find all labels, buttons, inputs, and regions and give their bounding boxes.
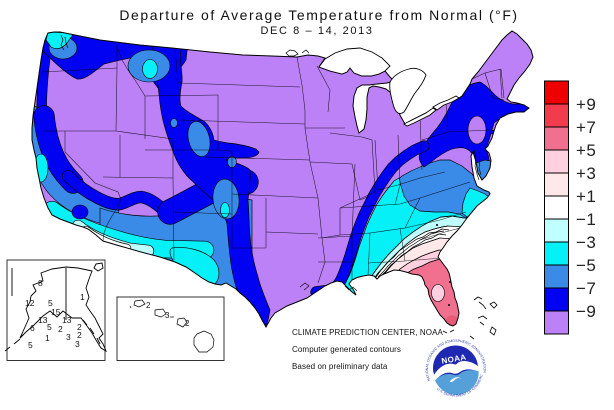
svg-text:3: 3 xyxy=(66,332,71,342)
svg-text:+7: +7 xyxy=(576,118,596,137)
svg-text:5: 5 xyxy=(28,340,33,350)
svg-text:13: 13 xyxy=(38,315,48,325)
svg-text:5: 5 xyxy=(48,298,53,308)
svg-text:−3: −3 xyxy=(576,233,596,252)
svg-text:+3: +3 xyxy=(576,164,596,183)
svg-text:3: 3 xyxy=(75,339,80,349)
svg-text:3: 3 xyxy=(165,311,170,320)
svg-text:2: 2 xyxy=(77,330,82,340)
svg-text:−7: −7 xyxy=(576,279,596,298)
svg-text:NOAA: NOAA xyxy=(441,353,467,366)
svg-text:1: 1 xyxy=(80,292,85,302)
svg-text:2: 2 xyxy=(146,301,151,310)
svg-text:−5: −5 xyxy=(576,256,596,275)
svg-text:+1: +1 xyxy=(576,187,596,206)
svg-text:CLIMATE PREDICTION CENTER, NOA: CLIMATE PREDICTION CENTER, NOAA xyxy=(292,328,444,337)
svg-text:1: 1 xyxy=(45,333,50,343)
svg-text:12: 12 xyxy=(25,298,35,308)
svg-text:5: 5 xyxy=(47,322,52,332)
svg-text:−9: −9 xyxy=(576,302,596,321)
svg-text:2: 2 xyxy=(185,319,190,328)
svg-text:15: 15 xyxy=(51,307,61,317)
svg-text:+9: +9 xyxy=(576,95,596,114)
svg-text:−1: −1 xyxy=(576,210,596,229)
svg-text:2: 2 xyxy=(58,324,63,334)
svg-text:DEC 8 – 14, 2013: DEC 8 – 14, 2013 xyxy=(260,25,373,37)
svg-text:6: 6 xyxy=(30,323,35,333)
svg-text:Based on preliminary data: Based on preliminary data xyxy=(292,362,388,371)
svg-text:2: 2 xyxy=(77,322,82,332)
svg-text:13: 13 xyxy=(62,315,72,325)
svg-text:+5: +5 xyxy=(576,141,596,160)
svg-text:Departure of Average Temperatu: Departure of Average Temperature from No… xyxy=(119,7,518,23)
svg-text:8: 8 xyxy=(38,278,43,288)
svg-text:Computer generated contours: Computer generated contours xyxy=(292,345,401,354)
